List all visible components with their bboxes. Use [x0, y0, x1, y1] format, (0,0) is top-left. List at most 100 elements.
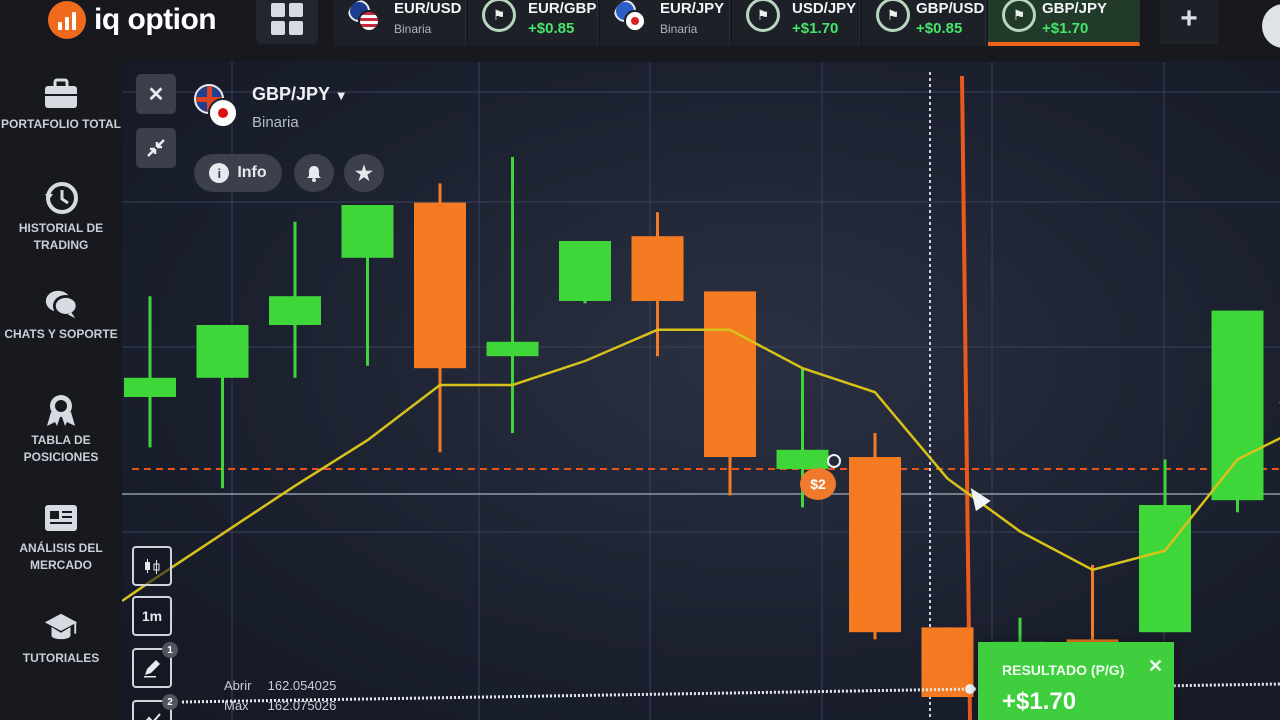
flag-icon: ⚑ [876, 0, 910, 32]
sidebar-item-tutoriales[interactable]: Tutoriales [0, 610, 122, 667]
expiration-line [960, 75, 972, 720]
ohlc-max: Máx 162.075026 [224, 698, 336, 713]
timeframe-button[interactable]: 1m [132, 596, 172, 636]
info-icon: i [209, 163, 230, 183]
favorite-button[interactable]: ★ [344, 154, 384, 192]
sidebar-item-chats[interactable]: Chats y soporte [0, 286, 122, 343]
alert-button[interactable] [294, 154, 334, 192]
sidebar-item-label: Historial de trading [18, 221, 104, 252]
chat-icon [43, 286, 79, 322]
result-value: +$1.70 [1002, 688, 1077, 715]
tab-profit: +$1.70 [792, 20, 839, 37]
info-label: Info [237, 164, 267, 181]
tab-name: GBP/USD [916, 0, 985, 17]
sidebar-item-label: Análisis del mercado [19, 541, 103, 572]
briefcase-icon [43, 76, 79, 112]
chart-area[interactable]: ✕ GBP/JPY ▼ Binaria i Info ★ 1m 1 [122, 62, 1280, 720]
ohlc-open-label: Abrir [224, 678, 252, 693]
candle [704, 291, 756, 496]
candle-body [269, 296, 321, 325]
tab-name: EUR/GBP [528, 0, 597, 17]
more-icon [43, 706, 79, 720]
flag-icon: ⚑ [746, 0, 780, 32]
bell-icon [307, 166, 321, 182]
flag-icon: ⚑ [1002, 0, 1036, 32]
candle-body [559, 241, 611, 301]
pencil-icon [144, 660, 160, 678]
logo-text: iq option [94, 3, 217, 36]
candle-body [341, 205, 394, 258]
candle-body [196, 325, 249, 378]
chevron-down-icon: ▼ [334, 88, 348, 103]
tab-eur-gbp[interactable]: ⚑ EUR/GBP +$0.85 [468, 0, 598, 46]
candle-body [631, 236, 684, 301]
candle [1211, 310, 1264, 513]
tab-name: EUR/JPY [660, 0, 725, 17]
candle [414, 183, 466, 453]
bottom-dashed-line [181, 682, 1280, 704]
candle-body [776, 449, 829, 469]
ohlc-max-value: 162.075026 [267, 698, 337, 713]
candlestick-icon [145, 559, 160, 574]
top-bar: iq option EUR/USD Binaria ⚑ EUR/GBP +$0.… [0, 0, 1280, 63]
candle-body [486, 341, 539, 357]
candle [849, 433, 901, 640]
candles [124, 157, 1264, 697]
apps-grid-button[interactable] [256, 0, 318, 44]
ohlc-max-label: Máx [224, 698, 249, 713]
sidebar-item-tabla[interactable]: Tabla de posiciones [0, 392, 122, 466]
history-icon [43, 180, 79, 216]
tab-name: USD/JPY [792, 0, 857, 17]
ohlc-open-value: 162.054025 [267, 678, 337, 693]
result-title: RESULTADO (P/G) [1002, 662, 1125, 678]
tab-name: EUR/USD [394, 0, 462, 17]
chart-type-button[interactable] [132, 546, 172, 586]
sidebar-item-label: Tutoriales [22, 651, 100, 665]
tab-gbp-usd[interactable]: ⚑ GBP/USD +$0.85 [862, 0, 986, 46]
info-button[interactable]: i Info [194, 154, 282, 192]
indicators-button[interactable]: 2 [132, 694, 178, 720]
candle [124, 296, 176, 448]
graduation-cap-icon [43, 610, 79, 646]
tab-profit: +$0.85 [916, 20, 963, 37]
tab-name: GBP/JPY [1042, 0, 1108, 17]
sidebar-item-portafolio[interactable]: Portafolio total [0, 76, 122, 133]
close-chart-button[interactable]: ✕ [136, 74, 176, 114]
logo-icon [48, 1, 86, 39]
asset-name[interactable]: GBP/JPY ▼ [252, 84, 348, 104]
candle-body [414, 202, 466, 369]
trade-amount-marker[interactable]: $2 [800, 468, 836, 500]
logo[interactable]: iq option [48, 0, 217, 40]
collapse-button[interactable] [136, 128, 176, 168]
candle [559, 241, 611, 304]
candle [631, 212, 684, 357]
tab-type: Binaria [660, 22, 698, 36]
price-chart[interactable] [122, 62, 1280, 720]
drawing-count-badge: 1 [162, 642, 178, 658]
sidebar: Portafolio total Historial de trading Ch… [0, 62, 123, 720]
trade-entry-point [827, 454, 841, 468]
candle-body [849, 457, 901, 633]
tab-eur-jpy[interactable]: EUR/JPY Binaria [600, 0, 730, 46]
sidebar-item-more[interactable] [0, 706, 122, 720]
tab-eur-usd[interactable]: EUR/USD Binaria [334, 0, 466, 46]
candle [921, 627, 974, 697]
candle [1139, 459, 1191, 633]
candle [269, 221, 321, 378]
tab-usd-jpy[interactable]: ⚑ USD/JPY +$1.70 [732, 0, 860, 46]
result-close-button[interactable]: ✕ [1148, 656, 1164, 676]
candle-body [1211, 310, 1264, 501]
medal-icon [43, 392, 79, 428]
moving-average-line [122, 328, 1280, 603]
ohlc-open: Abrir 162.054025 [224, 678, 336, 693]
tab-gbp-jpy[interactable]: ⚑ GBP/JPY +$1.70 [988, 0, 1140, 46]
tab-profit: +$1.70 [1042, 20, 1089, 37]
indicator-count-badge: 2 [162, 694, 178, 710]
add-tab-button[interactable]: + [1160, 0, 1218, 44]
sidebar-item-analisis[interactable]: Análisis del mercado [0, 500, 122, 574]
tab-type: Binaria [394, 22, 432, 36]
drawing-tools-button[interactable]: 1 [132, 642, 178, 688]
avatar[interactable] [1262, 4, 1280, 48]
eur-jpy-flag-icon [614, 0, 646, 32]
sidebar-item-historial[interactable]: Historial de trading [0, 180, 122, 254]
